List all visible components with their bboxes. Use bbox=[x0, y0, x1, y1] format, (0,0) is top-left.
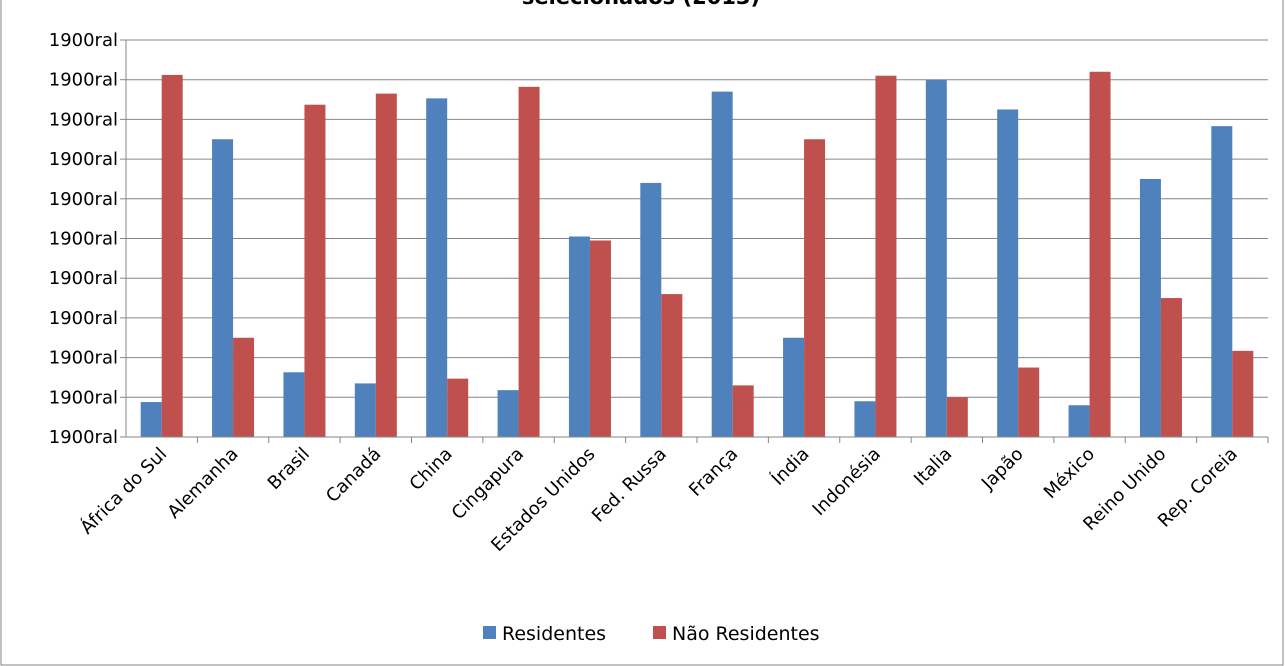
y-tick-label: 1900ral bbox=[49, 308, 118, 329]
y-tick-label: 1900ral bbox=[49, 70, 118, 91]
bar-nao-residentes bbox=[946, 397, 968, 437]
axes bbox=[120, 39, 1269, 443]
bars bbox=[140, 71, 1254, 438]
bar-nao-residentes bbox=[804, 139, 826, 437]
legend-swatch bbox=[483, 626, 496, 639]
bar-residentes bbox=[1068, 405, 1090, 437]
bar-nao-residentes bbox=[589, 240, 611, 437]
y-tick-label: 1900ral bbox=[49, 268, 118, 289]
bar-nao-residentes bbox=[233, 337, 255, 437]
bar-residentes bbox=[426, 98, 448, 437]
bar-nao-residentes bbox=[661, 294, 683, 437]
bar-nao-residentes bbox=[1018, 367, 1040, 437]
bar-residentes bbox=[283, 372, 305, 437]
y-tick-label: 1900ral bbox=[49, 189, 118, 210]
legend-swatch bbox=[653, 626, 666, 639]
bar-residentes bbox=[1211, 126, 1233, 438]
bar-residentes bbox=[640, 182, 662, 437]
bar-nao-residentes bbox=[875, 75, 897, 437]
bar-residentes bbox=[212, 139, 234, 437]
legend-label: Residentes bbox=[502, 623, 606, 645]
bar-residentes bbox=[925, 79, 947, 437]
bar-nao-residentes bbox=[1089, 71, 1111, 437]
bar-residentes bbox=[354, 383, 376, 437]
legend-label: Não Residentes bbox=[672, 623, 820, 645]
bar-nao-residentes bbox=[161, 74, 183, 437]
y-tick-label: 1900ral bbox=[49, 149, 118, 170]
y-tick-label: 1900ral bbox=[49, 387, 118, 408]
bar-nao-residentes bbox=[304, 104, 326, 437]
legend: Residentes Não Residentes bbox=[483, 623, 820, 645]
y-tick-label: 1900ral bbox=[49, 427, 118, 448]
y-tick-label: 1900ral bbox=[49, 348, 118, 369]
bar-nao-residentes bbox=[518, 86, 540, 437]
bar-nao-residentes bbox=[447, 378, 469, 437]
y-tick-label: 1900ral bbox=[49, 30, 118, 51]
y-axis-tick-labels: 1900ral 1900ral 1900ral 1900ral 1900ral 1900r… bbox=[49, 30, 118, 448]
bar-nao-residentes bbox=[1160, 298, 1182, 437]
bar-residentes bbox=[497, 390, 519, 437]
bar-residentes bbox=[568, 236, 590, 437]
bar-nao-residentes bbox=[375, 93, 397, 437]
bar-residentes bbox=[854, 401, 876, 437]
bar-residentes bbox=[140, 402, 162, 437]
y-tick-label: 1900ral bbox=[49, 109, 118, 130]
bar-residentes bbox=[711, 91, 733, 438]
bar-nao-residentes bbox=[1232, 350, 1254, 437]
bar-residentes bbox=[783, 337, 805, 437]
y-tick-label: 1900ral bbox=[49, 229, 118, 250]
bar-residentes bbox=[997, 109, 1019, 437]
chart-title: selecionados (2013) bbox=[522, 0, 760, 9]
bar-nao-residentes bbox=[732, 385, 754, 437]
bar-residentes bbox=[1139, 178, 1161, 437]
